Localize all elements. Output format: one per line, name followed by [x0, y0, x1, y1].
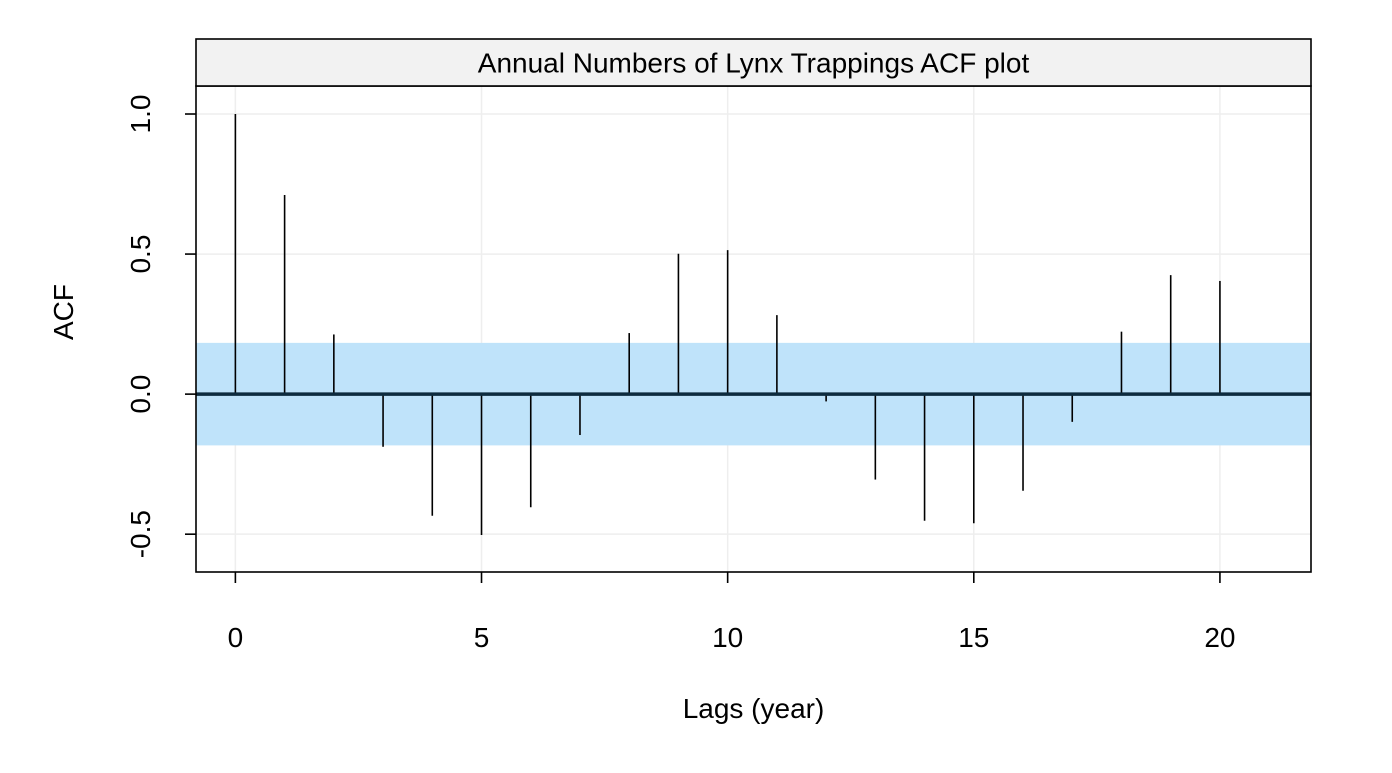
title-strip — [195, 38, 1312, 87]
x-tick-label: 15 — [958, 622, 989, 653]
y-tick-label: -0.5 — [125, 510, 156, 558]
y-tick-label: 1.0 — [125, 95, 156, 134]
y-tick-label: 0.0 — [125, 375, 156, 414]
x-tick-label: 10 — [712, 622, 743, 653]
x-axis-label: Lags (year) — [683, 693, 825, 724]
x-axis-ticks: 0 5 10 15 20 — [228, 572, 1236, 653]
y-tick-label: 0.5 — [125, 235, 156, 274]
x-tick-label: 0 — [228, 622, 244, 653]
x-tick-label: 20 — [1204, 622, 1235, 653]
acf-spikes — [234, 114, 1221, 536]
x-tick-label: 5 — [474, 622, 490, 653]
y-axis-label: ACF — [48, 284, 79, 340]
chart-title: Annual Numbers of Lynx Trappings ACF plo… — [478, 48, 1030, 79]
y-axis-ticks: -0.5 0.0 0.5 1.0 — [125, 95, 196, 558]
